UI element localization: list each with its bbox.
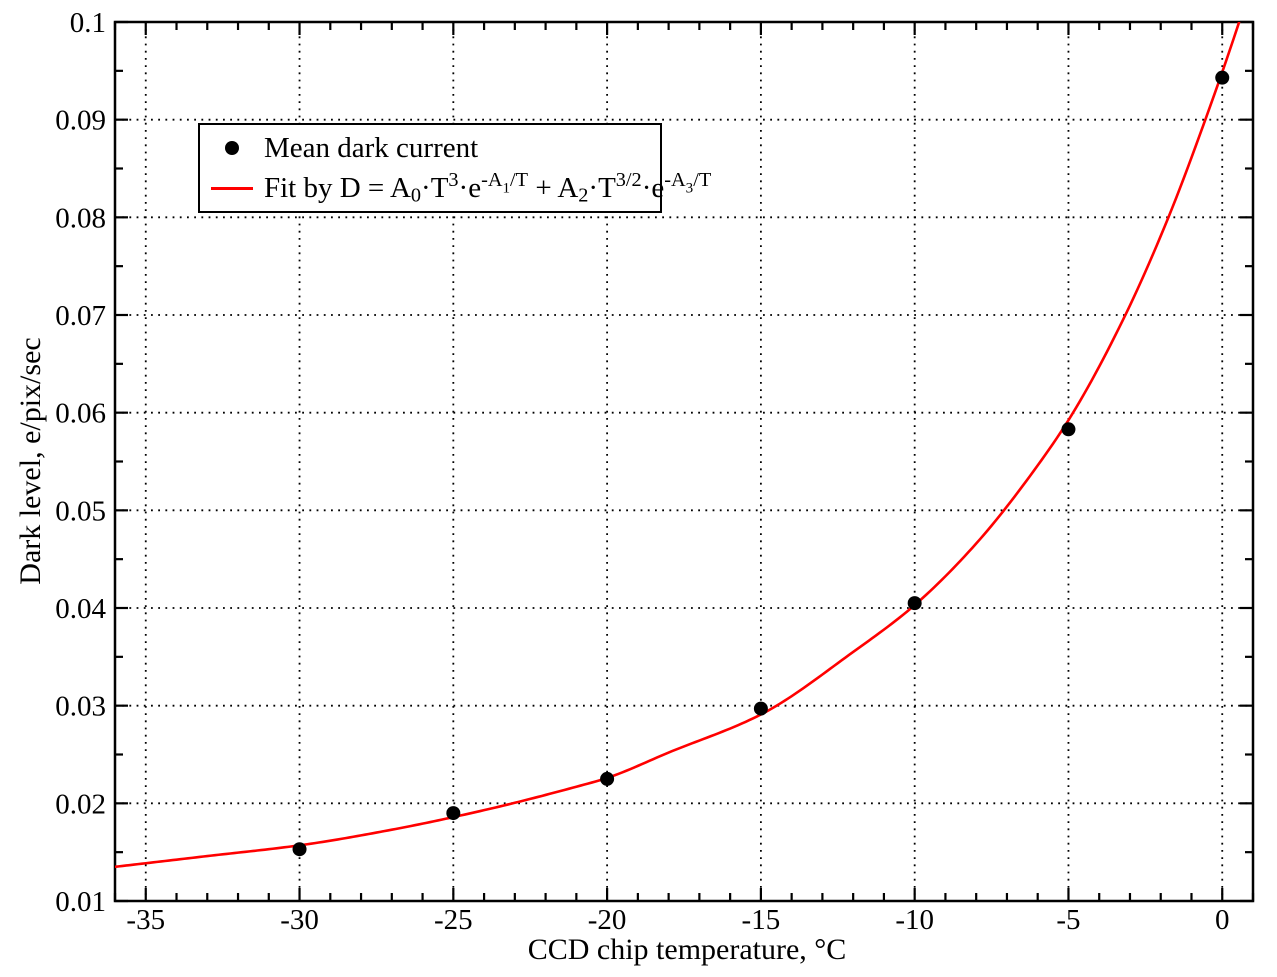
x-tick-label: -30 (280, 904, 319, 936)
fit-line-marker-icon (211, 186, 253, 190)
data-point (446, 806, 461, 821)
legend-formula-segment: ·e (458, 172, 482, 205)
x-tick-label: -5 (1056, 904, 1080, 936)
legend-label-data: Mean dark current (264, 131, 479, 164)
x-tick-label: -25 (434, 904, 473, 936)
x-tick-label: -15 (742, 904, 781, 936)
legend-formula-segment: ·T (588, 172, 616, 205)
legend-formula-segment: ·T (421, 172, 449, 205)
x-tick-label: 0 (1215, 904, 1230, 936)
legend-entry-fit: Fit by D = A0·T3·e-A1/T + A2·T3/2·e-A3/T (200, 168, 711, 208)
y-tick-label: 0.05 (55, 495, 106, 527)
y-tick-label: 0.02 (55, 788, 106, 820)
legend-formula-segment: 0 (410, 184, 422, 207)
legend-formula-segment: Fit by D = A (264, 172, 411, 205)
y-tick-label: 0.03 (55, 691, 106, 723)
data-point (753, 701, 768, 716)
y-tick-label: 0.01 (55, 886, 106, 918)
data-point (292, 842, 307, 857)
y-axis-title: Dark level, e/pix/sec (14, 337, 47, 585)
legend-formula-segment: 2 (578, 184, 589, 207)
legend-formula-segment: 3 (685, 180, 694, 197)
legend-marker-cell (200, 141, 264, 155)
legend-marker-cell (200, 186, 264, 190)
y-tick-label: 0.08 (55, 202, 106, 234)
data-point (1215, 70, 1230, 85)
legend-formula-segment: /T (510, 169, 529, 192)
legend-box: Mean dark current Fit by D = A0·T3·e-A1/… (198, 123, 711, 213)
legend-formula-segment: ·e (641, 172, 665, 205)
legend-formula-segment: /T (693, 169, 712, 192)
y-tick-label: 0.1 (70, 7, 106, 39)
x-tick-label: -35 (126, 904, 165, 936)
data-point (1061, 422, 1076, 437)
y-tick-label: 0.09 (55, 105, 106, 137)
data-point (907, 596, 922, 611)
data-point (600, 771, 615, 786)
legend-formula-segment: 3/2 (615, 169, 642, 192)
legend-entry-data: Mean dark current (200, 128, 660, 168)
legend-formula-segment: -A (664, 169, 686, 192)
legend-formula-segment: -A (481, 169, 503, 192)
legend-formula-segment: 1 (502, 180, 511, 197)
y-tick-label: 0.04 (55, 593, 106, 625)
scatter-marker-icon (225, 141, 239, 155)
x-tick-label: -20 (588, 904, 627, 936)
plot-frame (113, 20, 1255, 903)
y-tick-label: 0.06 (55, 398, 106, 430)
legend-formula-segment: + A (528, 172, 579, 205)
legend-label-fit: Fit by D = A0·T3·e-A1/T + A2·T3/2·e-A3/T (264, 170, 711, 206)
x-axis-title: CCD chip temperature, °C (527, 933, 847, 966)
y-tick-label: 0.07 (55, 300, 106, 332)
x-tick-label: -10 (895, 904, 934, 936)
legend-formula-segment: 3 (448, 169, 459, 192)
